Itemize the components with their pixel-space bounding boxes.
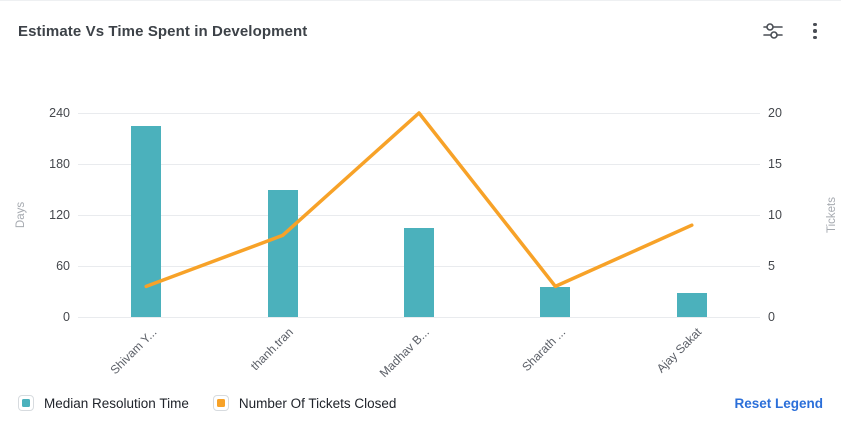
legend-swatch-median-resolution-time [18, 395, 34, 411]
reset-legend-link[interactable]: Reset Legend [734, 395, 823, 411]
x-axis-label: Shivam Y... [107, 325, 160, 378]
gridline [78, 215, 760, 216]
legend-items: Median Resolution Time Number Of Tickets … [18, 395, 420, 411]
left-axis-tick: 120 [49, 207, 70, 222]
left-axis-tick: 180 [49, 156, 70, 171]
legend-item-median-resolution-time[interactable]: Median Resolution Time [18, 395, 189, 411]
left-axis-tick: 240 [49, 105, 70, 120]
right-axis-tick: 0 [768, 309, 775, 324]
chart-title: Estimate Vs Time Spent in Development [18, 23, 308, 40]
plot-area [78, 111, 760, 318]
kebab-dots [813, 22, 817, 40]
bar-median-resolution-time[interactable] [540, 287, 571, 317]
x-axis-label: Ajay Sakat [654, 325, 705, 376]
widget-header-actions [759, 17, 829, 45]
gridline [78, 317, 760, 318]
legend-swatch-number-of-tickets-closed [212, 395, 229, 411]
x-axis-label: Madhav B... [376, 325, 432, 381]
right-axis-tick: 10 [768, 207, 782, 222]
line-number-of-tickets-closed[interactable] [78, 111, 760, 317]
left-axis-title: Days [15, 201, 27, 229]
legend-item-number-of-tickets-closed[interactable]: Number Of Tickets Closed [212, 395, 397, 411]
bar-median-resolution-time[interactable] [404, 227, 434, 317]
gridline [78, 164, 760, 165]
x-axis-label: Sharath ... [519, 325, 569, 375]
bar-median-resolution-time[interactable] [267, 189, 298, 317]
left-axis-tick: 60 [56, 258, 70, 273]
right-axis-tick: 5 [768, 258, 775, 273]
x-axis-label: thanh.tran [247, 325, 296, 374]
legend: Median Resolution Time Number Of Tickets … [18, 393, 823, 413]
sliders-settings-icon[interactable] [759, 17, 787, 45]
bar-median-resolution-time[interactable] [676, 293, 707, 317]
left-axis-tick: 0 [63, 309, 70, 324]
kebab-menu-icon[interactable] [801, 17, 829, 45]
sliders-settings-glyph [763, 23, 783, 39]
right-axis-tick: 15 [768, 156, 782, 171]
legend-label: Median Resolution Time [44, 395, 189, 411]
legend-label: Number Of Tickets Closed [238, 395, 397, 411]
right-axis-title: Tickets [826, 197, 838, 233]
right-axis-tick: 20 [768, 105, 782, 120]
